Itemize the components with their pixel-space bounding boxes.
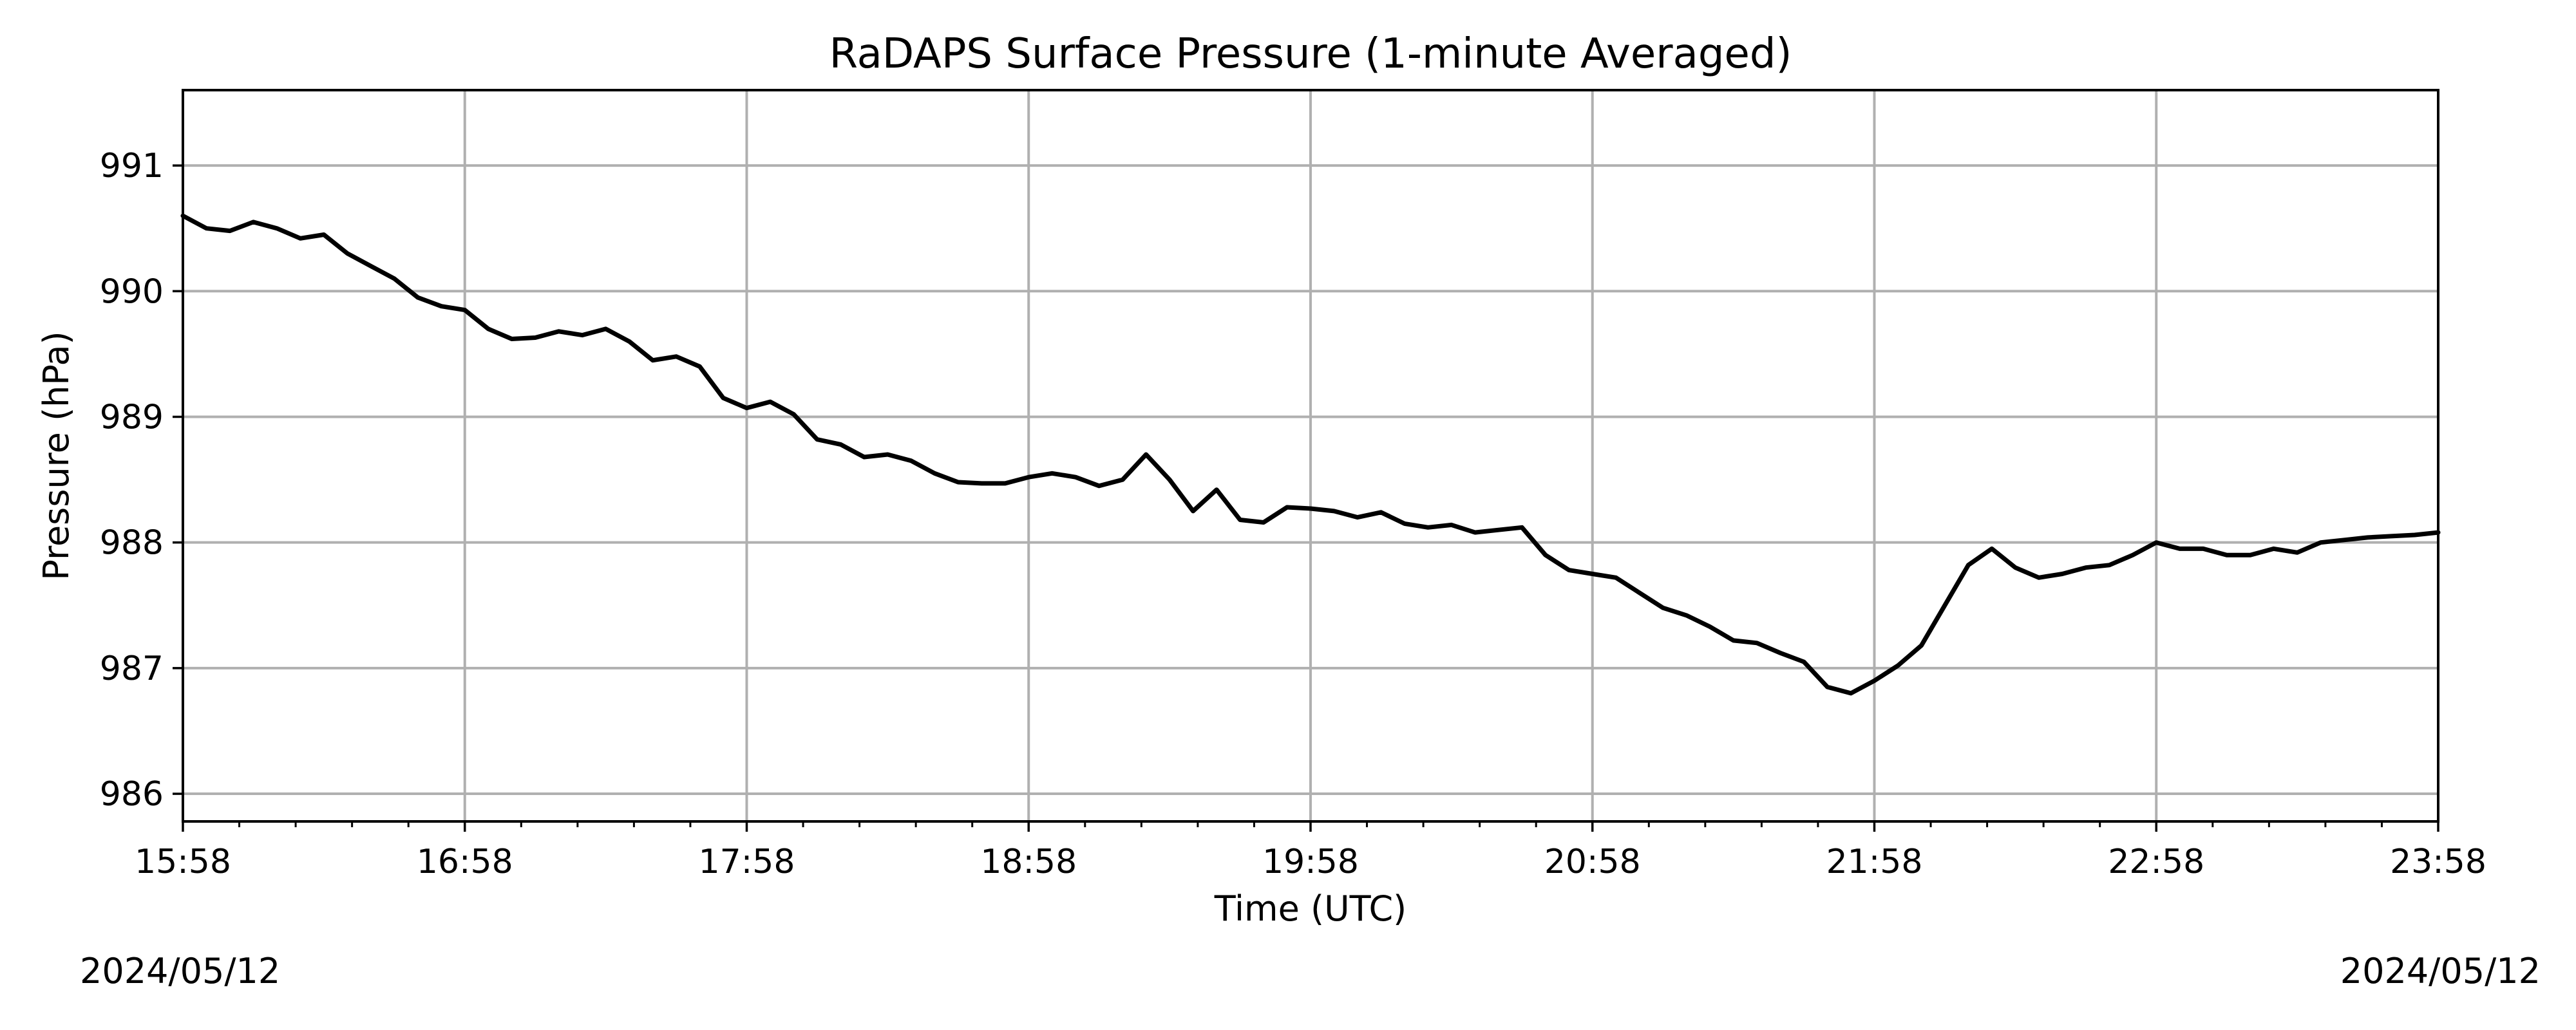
x-tick-label: 21:58 xyxy=(1826,843,1923,881)
x-tick-label: 17:58 xyxy=(699,843,795,881)
x-tick-label: 22:58 xyxy=(2108,843,2204,881)
footer-date-left: 2024/05/12 xyxy=(80,951,280,991)
x-tick-label: 19:58 xyxy=(1262,843,1359,881)
y-axis-label: Pressure (hPa) xyxy=(36,331,77,580)
x-tick-label: 20:58 xyxy=(1544,843,1641,881)
plot-frame xyxy=(182,89,2439,823)
chart-title: RaDAPS Surface Pressure (1-minute Averag… xyxy=(829,30,1792,78)
series-layer xyxy=(180,213,2441,696)
axis-ticks: 15:58 16:58 17:58 18:58 19:58 20:58 21:58 22:58… xyxy=(100,147,2486,881)
x-axis-label: Time (UTC) xyxy=(1214,888,1407,929)
y-tick-label: 987 xyxy=(100,650,164,688)
x-tick-label: 16:58 xyxy=(417,843,513,881)
y-tick-label: 990 xyxy=(100,272,164,311)
pressure-series-line xyxy=(180,213,2441,696)
x-tick-label: 18:58 xyxy=(980,843,1077,881)
y-tick-label: 991 xyxy=(100,147,164,185)
y-tick-label: 986 xyxy=(100,775,164,814)
y-tick-label: 989 xyxy=(100,398,164,436)
footer-date-right: 2024/05/12 xyxy=(2340,951,2541,991)
x-tick-label: 23:58 xyxy=(2390,843,2486,881)
x-tick-label: 15:58 xyxy=(135,843,231,881)
y-tick-label: 988 xyxy=(100,524,164,563)
